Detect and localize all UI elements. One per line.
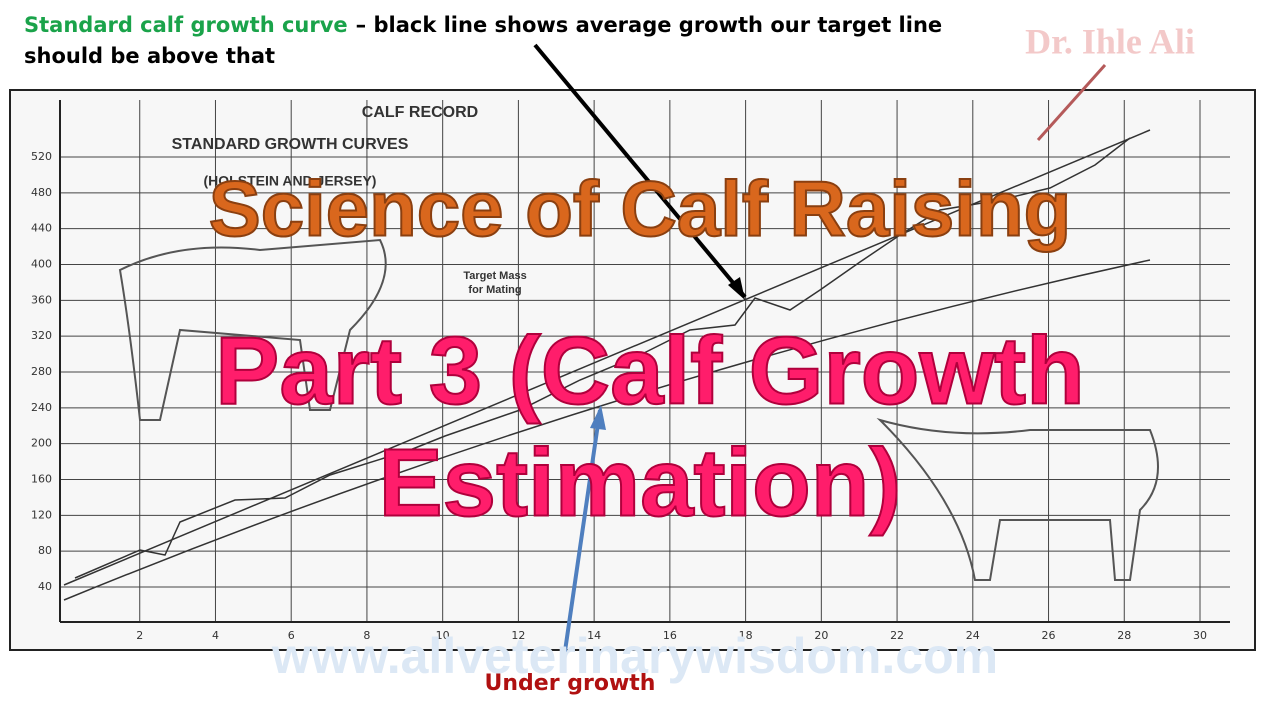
y-tick-label: 360 [31,293,52,306]
y-tick-label: 520 [31,150,52,163]
y-tick-label: 160 [31,473,52,486]
x-tick-label: 6 [288,629,295,642]
arrow [533,43,747,299]
y-tick-label: 200 [31,437,52,450]
x-tick-label: 30 [1193,629,1207,642]
slide-title: Science of Calf Raising [209,165,1072,253]
slide-subtitle: Part 3 (Calf Growth [215,317,1084,424]
arrowhead [728,277,745,300]
x-tick-label: 4 [212,629,219,642]
slide-subtitle: Estimation) [379,429,902,536]
y-tick-label: 240 [31,401,52,414]
cow-drawing [118,238,387,421]
y-tick-label: 320 [31,329,52,342]
site-watermark: www.allveterinarywisdom.com [271,628,998,684]
y-tick-label: 280 [31,365,52,378]
arrow [1036,64,1107,141]
x-tick-label: 18 [739,629,753,642]
y-tick-label: 120 [31,508,52,521]
y-tick-label: 40 [38,580,52,593]
y-tick-label: 440 [31,222,52,235]
caption-lead: Standard calf growth curve [24,13,348,37]
x-tick-label: 16 [663,629,677,642]
caption-rest: should be above that [24,44,275,68]
x-tick-label: 2 [136,629,143,642]
scan-title: CALF RECORD [362,104,478,121]
scan-breeds: (HOLSTEIN AND JERSEY) [204,173,377,189]
y-tick-label: 480 [31,186,52,199]
scan-frame [9,89,1256,651]
y-tick-label: 80 [38,544,52,557]
scan-note: for Mating [468,284,521,296]
x-tick-label: 22 [890,629,904,642]
x-tick-label: 26 [1042,629,1056,642]
scan-note: Target Mass [463,270,526,282]
caption: Standard calf growth curve – black line s… [24,13,942,37]
annotation: Under growth [485,671,656,696]
x-tick-label: 10 [436,629,450,642]
cow-drawing [876,417,1159,581]
x-tick-label: 14 [587,629,601,642]
watermark: Dr. Ihle Ali [1025,21,1195,61]
scan-subtitle: STANDARD GROWTH CURVES [172,136,409,153]
x-tick-label: 20 [814,629,828,642]
caption-rest: – black line shows average growth our ta… [356,13,942,37]
x-tick-label: 12 [511,629,525,642]
y-tick-label: 400 [31,258,52,271]
arrow [561,409,602,666]
lower-curve [63,259,1151,601]
x-tick-label: 28 [1117,629,1131,642]
x-tick-label: 8 [363,629,370,642]
arrowhead [590,405,606,430]
x-tick-label: 24 [966,629,980,642]
calf-record-line [74,137,1131,579]
